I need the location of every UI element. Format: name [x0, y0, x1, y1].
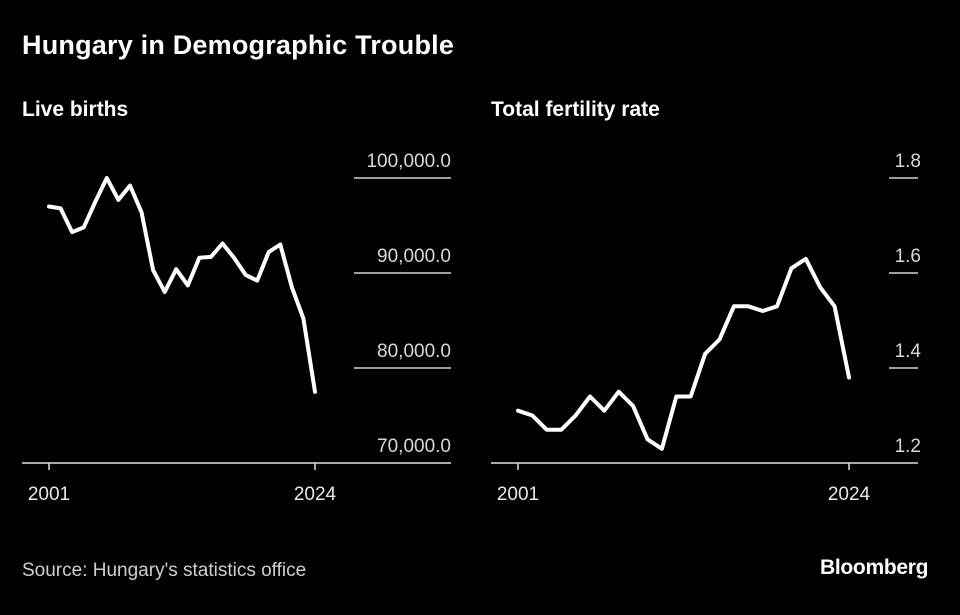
- bloomberg-logo: Bloomberg: [820, 556, 929, 579]
- fertility-rate-title: Total fertility rate: [491, 98, 660, 121]
- fertility-y-tick-label: 1.8: [895, 151, 921, 172]
- fertility-y-tick-label: 1.2: [895, 436, 921, 457]
- fertility-x-tick-label: 2001: [497, 484, 539, 505]
- births-x-tick-label: 2001: [28, 484, 70, 505]
- births-y-tick-label: 100,000.0: [366, 151, 451, 172]
- chart-title: Hungary in Demographic Trouble: [22, 30, 455, 60]
- births-y-tick-label: 90,000.0: [377, 246, 451, 267]
- source-note: Source: Hungary's statistics office: [22, 560, 307, 581]
- births-y-tick-label: 70,000.0: [377, 436, 451, 457]
- fertility-x-tick-label: 2024: [828, 484, 871, 505]
- births-series-line: [47, 176, 317, 394]
- fertility-y-tick-label: 1.6: [895, 246, 921, 267]
- births-x-tick-label: 2024: [294, 484, 337, 505]
- fertility-y-tick-label: 1.4: [895, 341, 922, 362]
- fertility-series-line: [516, 256, 851, 451]
- births-y-tick-label: 80,000.0: [377, 341, 451, 362]
- live-births-title: Live births: [22, 98, 129, 121]
